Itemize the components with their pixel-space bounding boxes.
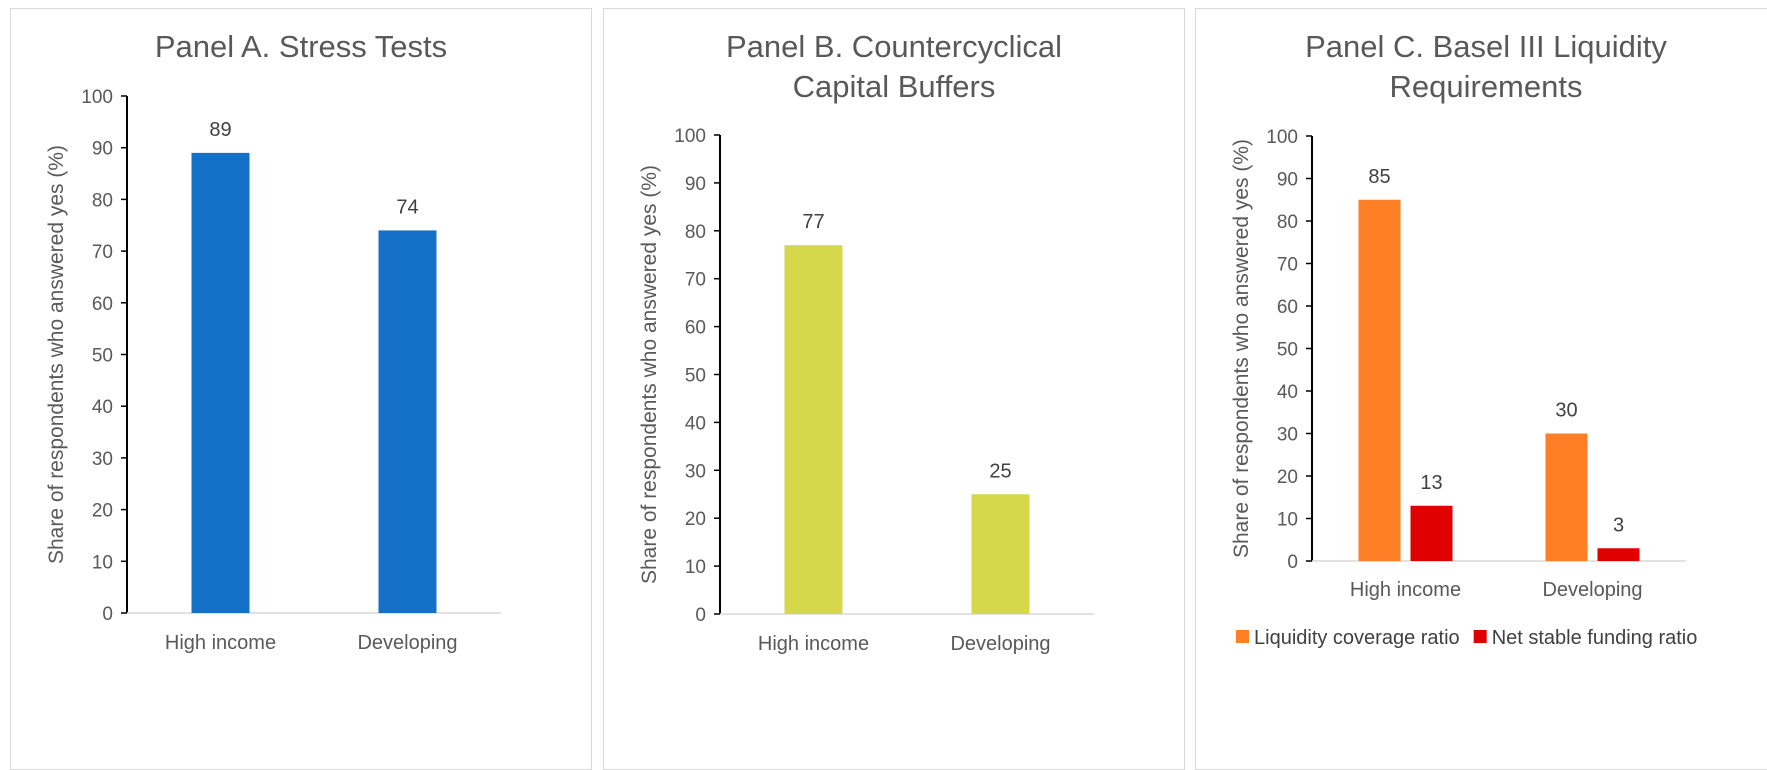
y-axis-label: Share of respondents who answered yes (%… bbox=[638, 165, 661, 584]
chart-title-line: Panel A. Stress Tests bbox=[155, 29, 447, 64]
bar bbox=[1410, 505, 1453, 561]
x-tick-label: High income bbox=[165, 632, 276, 654]
bar bbox=[378, 230, 437, 614]
bar bbox=[191, 152, 250, 613]
bar bbox=[784, 245, 843, 615]
chart-title: Panel B. Countercyclical Capital Buffers bbox=[726, 29, 1062, 104]
y-tick-label: 0 bbox=[102, 604, 113, 625]
data-label: 25 bbox=[989, 460, 1011, 482]
y-tick-label: 80 bbox=[685, 222, 706, 243]
y-tick-label: 20 bbox=[1277, 467, 1298, 488]
y-tick-label: 70 bbox=[92, 242, 113, 263]
y-tick-label: 40 bbox=[92, 397, 113, 418]
chart-title: Panel C. Basel III Liquidity Requirements bbox=[1305, 29, 1667, 104]
x-tick-label: Developing bbox=[357, 632, 457, 654]
y-tick-label: 20 bbox=[92, 501, 113, 522]
panel-a-svg: Panel A. Stress Tests Share of respondent… bbox=[45, 29, 501, 654]
y-tick-label: 90 bbox=[685, 174, 706, 195]
y-tick-label: 0 bbox=[695, 605, 706, 626]
data-label: 13 bbox=[1420, 472, 1442, 494]
y-tick-label: 40 bbox=[1277, 382, 1298, 403]
y-axis-label: Share of respondents who answered yes (%… bbox=[45, 145, 68, 564]
bar bbox=[1597, 548, 1640, 561]
chart-title: Panel A. Stress Tests bbox=[155, 29, 447, 64]
data-label: 77 bbox=[802, 211, 824, 233]
y-tick-label: 10 bbox=[685, 557, 706, 578]
y-tick-label: 30 bbox=[92, 449, 113, 470]
chart-title-line: Capital Buffers bbox=[793, 69, 996, 104]
chart-title-line: Panel B. Countercyclical bbox=[726, 29, 1062, 64]
y-tick-label: 100 bbox=[674, 126, 706, 147]
data-label: 74 bbox=[396, 196, 418, 218]
bar bbox=[1545, 433, 1588, 561]
panel-b-svg: Panel B. Countercyclical Capital Buffers S… bbox=[638, 29, 1094, 655]
bar bbox=[971, 494, 1030, 614]
bar bbox=[1358, 199, 1401, 561]
y-tick-label: 60 bbox=[92, 294, 113, 315]
y-tick-label: 10 bbox=[92, 552, 113, 573]
panel-c-svg: Panel C. Basel III Liquidity Requirements… bbox=[1230, 29, 1698, 649]
y-tick-label: 100 bbox=[1266, 127, 1298, 148]
y-tick-label: 90 bbox=[92, 139, 113, 160]
legend-label: Net stable funding ratio bbox=[1492, 627, 1698, 649]
x-tick-label: High income bbox=[758, 633, 869, 655]
data-label: 89 bbox=[209, 119, 231, 141]
y-tick-label: 40 bbox=[685, 413, 706, 434]
chart-title-line: Panel C. Basel III Liquidity bbox=[1305, 29, 1667, 64]
y-tick-label: 30 bbox=[1277, 425, 1298, 446]
legend-swatch bbox=[1473, 630, 1487, 643]
y-axis-label: Share of respondents who answered yes (%… bbox=[1230, 139, 1253, 558]
legend-swatch bbox=[1236, 630, 1249, 643]
y-tick-label: 0 bbox=[1287, 552, 1298, 573]
y-tick-label: 70 bbox=[1277, 255, 1298, 276]
panel-b-chart: Panel B. Countercyclical Capital Buffers S… bbox=[603, 8, 1185, 770]
y-tick-label: 20 bbox=[685, 509, 706, 530]
y-tick-label: 30 bbox=[685, 461, 706, 482]
x-tick-label: Developing bbox=[1542, 579, 1642, 601]
panel-a-chart: Panel A. Stress Tests Share of respondent… bbox=[10, 8, 592, 770]
y-tick-label: 70 bbox=[685, 270, 706, 291]
y-tick-label: 50 bbox=[92, 346, 113, 367]
x-tick-label: Developing bbox=[950, 633, 1050, 655]
y-tick-label: 60 bbox=[685, 318, 706, 339]
legend-label: Liquidity coverage ratio bbox=[1254, 627, 1460, 649]
data-label: 85 bbox=[1368, 166, 1390, 188]
y-tick-label: 50 bbox=[685, 366, 706, 387]
chart-title-line: Requirements bbox=[1390, 69, 1583, 104]
data-label: 30 bbox=[1555, 400, 1577, 422]
y-tick-label: 90 bbox=[1277, 170, 1298, 191]
x-tick-label: High income bbox=[1350, 579, 1461, 601]
y-tick-label: 100 bbox=[81, 87, 113, 108]
panel-c-chart: Panel C. Basel III Liquidity Requirements… bbox=[1195, 8, 1767, 770]
y-tick-label: 80 bbox=[92, 190, 113, 211]
y-tick-label: 50 bbox=[1277, 340, 1298, 361]
y-tick-label: 10 bbox=[1277, 510, 1298, 531]
y-tick-label: 80 bbox=[1277, 212, 1298, 233]
y-tick-label: 60 bbox=[1277, 297, 1298, 318]
data-label: 3 bbox=[1613, 514, 1624, 536]
